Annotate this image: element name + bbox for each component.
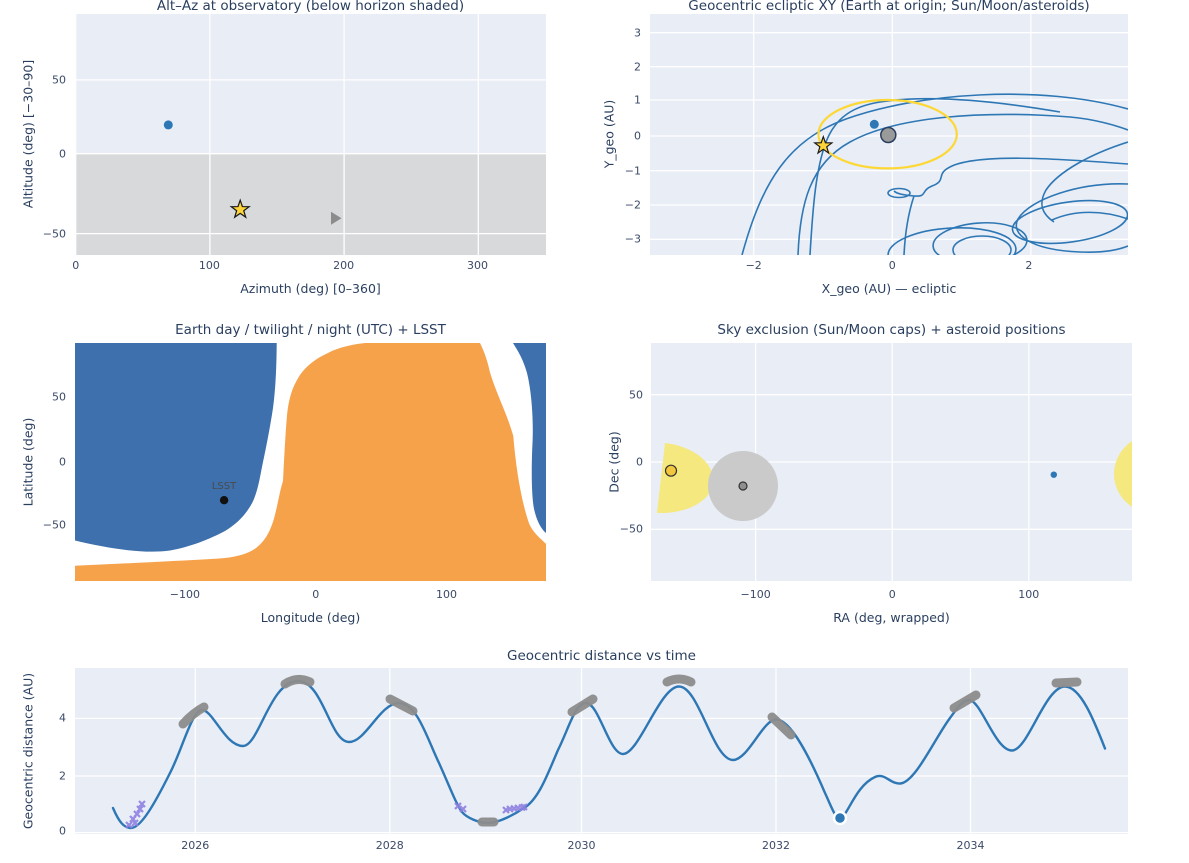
sun-star-marker xyxy=(229,198,251,219)
p5-xtick: 2028 xyxy=(375,839,404,852)
panel3-title: Earth day / twilight / night (UTC) + LSS… xyxy=(175,322,446,338)
p2-xtick: 2 xyxy=(1025,259,1033,272)
p2-ytick: 3 xyxy=(634,26,641,40)
p2-ytick: −3 xyxy=(624,232,641,246)
moon-position-marker xyxy=(738,481,748,491)
p1-ylabel: Altitude (deg) [−30–90] xyxy=(20,59,36,209)
p5-xtick: 2034 xyxy=(956,839,985,852)
p5-ylabel: Geocentric distance (AU) xyxy=(20,672,36,830)
distance-curve xyxy=(111,679,1107,830)
p4-ylabel: Dec (deg) xyxy=(606,431,622,493)
p4-xlabel: RA (deg, wrapped) xyxy=(833,610,950,625)
p3-ylabel: Latitude (deg) xyxy=(20,417,36,507)
p1-ytick: 50 xyxy=(52,73,66,87)
p2-ytick: −1 xyxy=(624,164,641,178)
panel1-title: Alt–Az at observatory (below horizon sha… xyxy=(156,0,465,14)
asteroid-radec-marker xyxy=(1050,471,1057,478)
p1-xtick: 300 xyxy=(467,259,488,272)
day-region xyxy=(75,343,546,581)
p5-ytick: 4 xyxy=(59,711,66,725)
p2-ytick: 1 xyxy=(634,93,641,107)
panel1-altaz-plot xyxy=(75,14,546,255)
p3-xtick: 0 xyxy=(312,588,320,601)
p5-ytick: 0 xyxy=(59,824,66,838)
sun-position-star xyxy=(813,134,834,155)
p2-ytick: −2 xyxy=(624,198,641,212)
p4-ytick: 50 xyxy=(629,388,643,402)
sun-position-marker xyxy=(664,464,678,477)
p1-ytick: 0 xyxy=(59,147,66,161)
asteroid-marker xyxy=(163,120,173,130)
p1-xtick: 100 xyxy=(198,259,220,272)
p4-xtick: −100 xyxy=(740,588,771,601)
lsst-marker xyxy=(219,496,229,505)
p4-ytick: 0 xyxy=(636,455,643,469)
p2-ylabel: Y_geo (AU) xyxy=(601,99,617,169)
p3-xlabel: Longitude (deg) xyxy=(260,610,361,625)
panel5-background xyxy=(75,668,1128,834)
below-horizon-shade xyxy=(75,153,546,255)
p5-ytick: 2 xyxy=(59,769,66,783)
panel4-sky-exclusion-plot xyxy=(651,343,1132,581)
closest-approach-marker xyxy=(832,810,848,826)
p5-xtick: 2030 xyxy=(567,839,596,852)
p1-xlabel: Azimuth (deg) [0–360] xyxy=(240,281,381,296)
asteroid-position-marker xyxy=(869,119,879,129)
p2-ytick: 2 xyxy=(634,60,641,74)
p1-ytick: −50 xyxy=(42,227,66,241)
purple-x-markers xyxy=(125,800,528,829)
panel3-daynight-map: LSST xyxy=(75,343,546,581)
sun-orbit-circle xyxy=(817,98,958,170)
p3-xtick: −100 xyxy=(169,588,200,601)
panel5-grid xyxy=(75,668,1128,834)
panel5-distance-plot xyxy=(75,668,1128,834)
earth-marker xyxy=(880,126,897,144)
panel2-ecliptic-plot xyxy=(650,14,1128,255)
lsst-label: LSST xyxy=(212,481,237,492)
night-region-east xyxy=(513,343,546,533)
panel1-grid xyxy=(75,14,546,255)
p1-xtick: 0 xyxy=(72,259,80,272)
gray-observation-clusters xyxy=(178,674,1082,827)
asteroid-trajectories xyxy=(741,93,1128,255)
panel5-title: Geocentric distance vs time xyxy=(507,648,696,664)
panel2-title: Geocentric ecliptic XY (Earth at origin;… xyxy=(688,0,1090,14)
p1-xtick: 200 xyxy=(333,259,355,272)
sun-exclusion-cap-wrapped xyxy=(1114,441,1132,507)
sun-exclusion-cap xyxy=(657,443,713,514)
p3-ytick: −50 xyxy=(42,518,66,532)
moon-triangle-marker xyxy=(331,211,342,225)
p3-xtick: 100 xyxy=(436,588,457,601)
p3-ytick: 0 xyxy=(59,455,66,469)
p4-ytick: −50 xyxy=(619,522,643,536)
p2-xtick: −2 xyxy=(745,259,762,272)
p2-xlabel: X_geo (AU) — ecliptic xyxy=(821,281,957,296)
p4-xtick: 0 xyxy=(888,588,896,601)
p4-xtick: 100 xyxy=(1018,588,1040,601)
p2-ytick: 0 xyxy=(634,129,641,143)
panel4-title: Sky exclusion (Sun/Moon caps) + asteroid… xyxy=(717,322,1066,338)
p3-ytick: 50 xyxy=(52,390,66,404)
p5-xtick: 2032 xyxy=(762,839,790,852)
p2-xtick: 0 xyxy=(888,259,896,272)
p5-xtick: 2026 xyxy=(181,839,210,852)
